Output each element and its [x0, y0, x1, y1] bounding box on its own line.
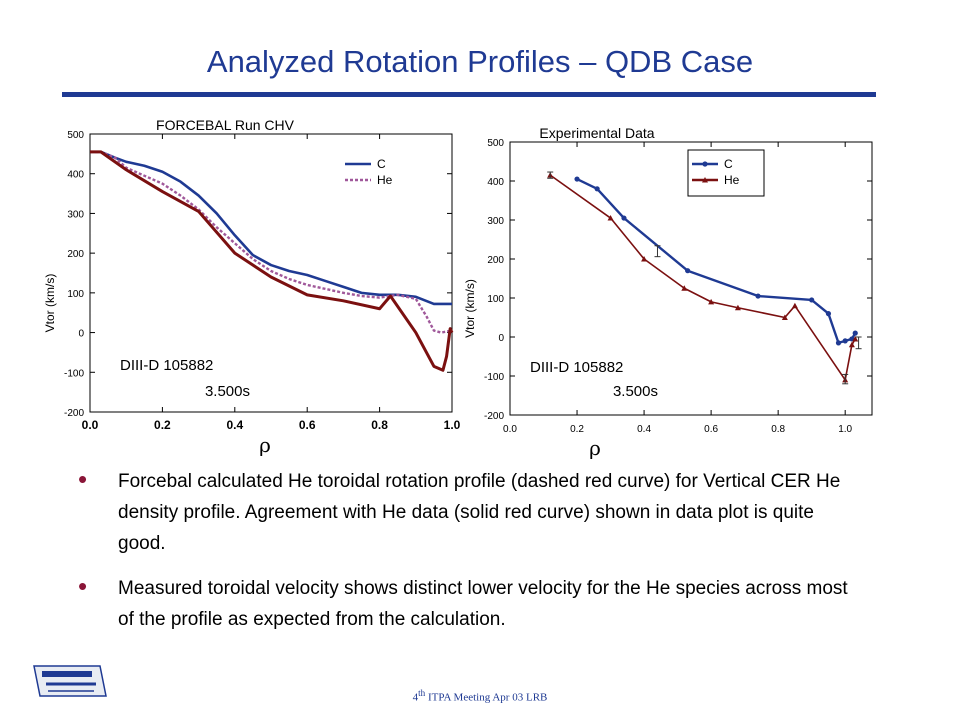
data-point-he	[607, 215, 614, 221]
annotation-line: DIII-D 105882	[120, 357, 213, 374]
x-tick-label: 0.6	[299, 418, 316, 432]
series-line-he	[90, 150, 453, 334]
plot-frame	[89, 133, 453, 413]
data-point-he	[852, 335, 859, 342]
slide-title: Analyzed Rotation Profiles – QDB Case	[206, 44, 754, 79]
y-axis-label: Vtor (km/s)	[463, 279, 477, 338]
footer-prefix: 4	[412, 691, 419, 704]
y-tick-label: 400	[487, 177, 504, 188]
x-tick-label: 1.0	[444, 418, 461, 432]
y-axis-label: Vtor (km/s)	[43, 274, 57, 333]
bullet-item: • Forcebal calculated He toroidal rotati…	[78, 464, 858, 559]
y-tick-label: 500	[67, 130, 84, 141]
title-rule	[62, 92, 876, 97]
bullet-list: • Forcebal calculated He toroidal rotati…	[78, 464, 858, 649]
x-tick-label: 1.0	[838, 424, 852, 435]
bullet-item: • Measured toroidal velocity shows disti…	[78, 571, 858, 635]
chart-title: FORCEBAL Run CHV	[156, 117, 295, 133]
y-tick-label: -200	[484, 411, 504, 422]
data-point-c	[825, 311, 832, 317]
data-point-c	[594, 186, 600, 192]
annotation-line: 3.500s	[613, 383, 658, 400]
legend-marker-c	[702, 161, 708, 167]
plot-frame	[509, 141, 873, 416]
data-point-he	[708, 298, 715, 305]
series-line-total	[90, 150, 454, 372]
y-tick-label: -100	[64, 368, 84, 379]
series-line-c	[90, 150, 452, 306]
data-point-c	[809, 297, 815, 303]
data-point-he	[734, 304, 741, 311]
footer-rest: ITPA Meeting Apr 03 LRB	[425, 691, 548, 704]
charts-canvas: -200 -100 0 100 200 300 400 500 0.0 0.2 0.4 0.6 0.8 1…	[43, 117, 873, 460]
y-tick-label: 100	[487, 294, 504, 305]
bullet-text: Measured toroidal velocity shows distinc…	[118, 578, 848, 630]
data-point-he	[791, 302, 798, 309]
legend-box	[687, 149, 765, 197]
y-tick-label: 500	[487, 138, 504, 149]
footer-text: 4th ITPA Meeting Apr 03 LRB	[0, 688, 960, 704]
y-tick-label: 100	[67, 289, 84, 300]
x-tick-label: 0.4	[637, 424, 651, 435]
x-tick-label: 0.6	[704, 424, 718, 435]
y-tick-label: 200	[487, 255, 504, 266]
data-point-he	[781, 314, 788, 320]
data-point-he	[681, 285, 688, 291]
diii-d-logo	[33, 665, 107, 697]
data-point-c	[685, 268, 691, 274]
x-tick-label: 0.2	[154, 418, 171, 432]
chart-title: Experimental Data	[539, 125, 654, 141]
x-tick-label: 0.8	[771, 424, 785, 435]
series-line-c	[576, 177, 857, 345]
legend-label-c: C	[377, 157, 386, 171]
footer-sup: th	[418, 688, 426, 698]
y-tick-label: 300	[67, 209, 84, 220]
x-axis-label: ρ	[259, 433, 271, 457]
x-tick-label: 0.4	[226, 418, 243, 432]
data-point-c	[755, 293, 761, 299]
series-line-he	[549, 174, 856, 381]
y-tick-label: -200	[64, 408, 84, 419]
data-point-c	[574, 176, 580, 182]
data-point-he	[848, 341, 855, 348]
x-tick-label: 0.0	[503, 424, 517, 435]
legend-marker-he	[702, 177, 708, 183]
annotation-line: DIII-D 105882	[530, 359, 623, 376]
x-tick-label: 0.2	[570, 424, 584, 435]
x-tick-label: 0.8	[371, 418, 388, 432]
y-tick-label: 0	[498, 333, 504, 344]
annotation-line: 3.500s	[205, 383, 250, 400]
data-point-he	[641, 256, 648, 262]
legend-label-he: He	[377, 173, 393, 187]
bullet-text: Forcebal calculated He toroidal rotation…	[118, 471, 841, 554]
legend-label-c: C	[724, 157, 733, 171]
bullet-dot: •	[78, 571, 88, 601]
x-tick-label: 0.0	[82, 418, 99, 432]
data-point-c	[621, 215, 627, 221]
forcebal-chart: -200 -100 0 100 200 300 400 500 0.0 0.2 0.4 0.6 0.8 1…	[43, 117, 461, 457]
experimental-chart: -200 -100 0 100 200 300 400 500 0.0 0.2 0.4 0.6 0.8 1…	[463, 125, 873, 460]
y-tick-label: 300	[487, 216, 504, 227]
data-point-c	[835, 340, 842, 346]
y-tick-label: 0	[78, 329, 84, 340]
legend-label-he: He	[724, 173, 740, 187]
y-tick-label: -100	[484, 372, 504, 383]
bullet-dot: •	[78, 464, 88, 494]
data-point-c	[842, 338, 848, 344]
y-tick-label: 400	[67, 170, 84, 181]
data-point-c	[852, 330, 858, 336]
x-axis-label: ρ	[589, 436, 601, 460]
y-tick-label: 200	[67, 249, 84, 260]
